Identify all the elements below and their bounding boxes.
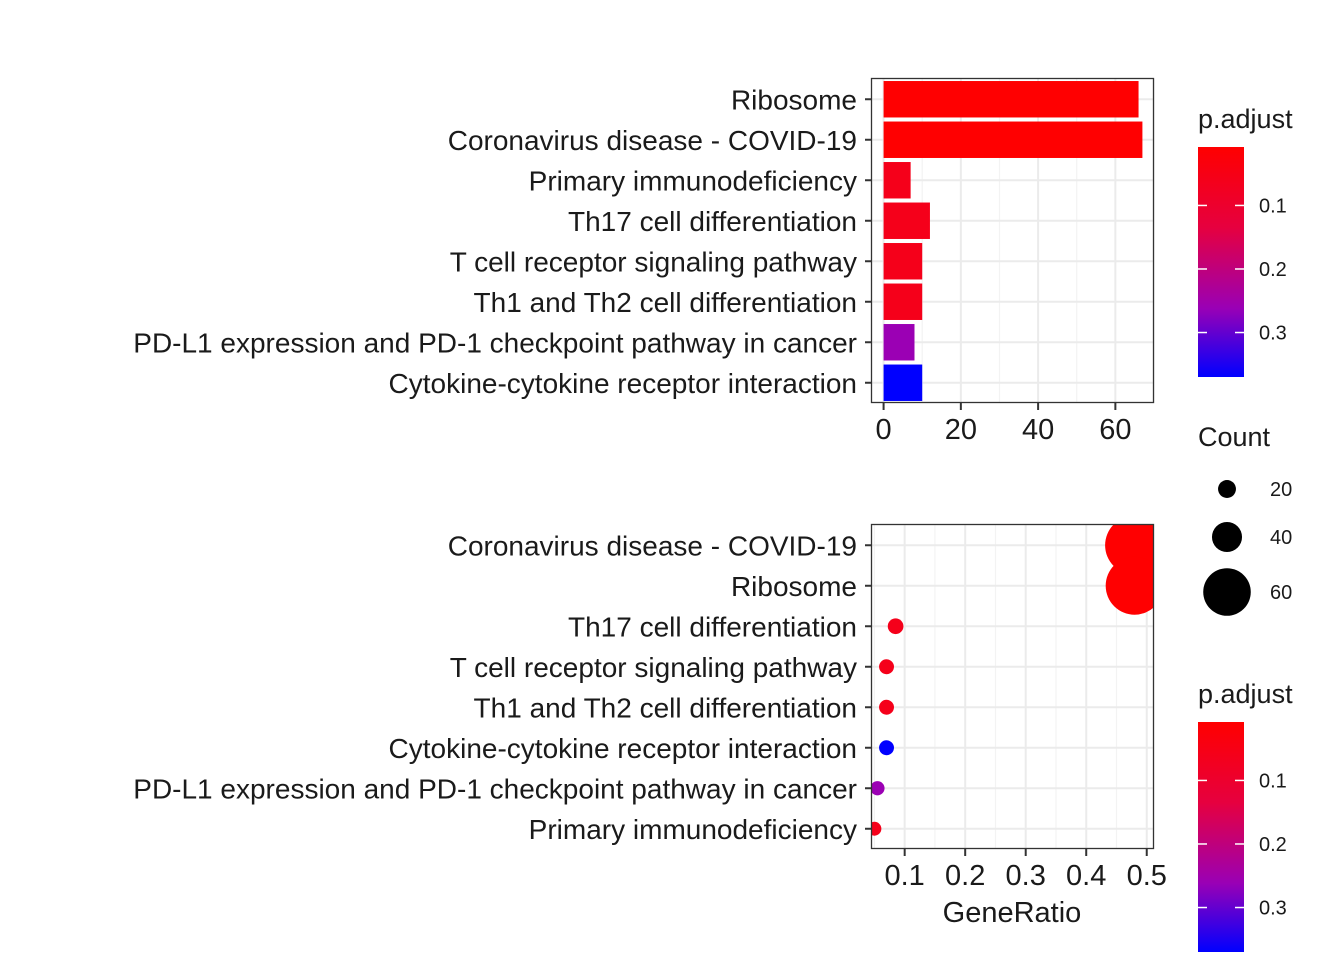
bar-marks <box>883 81 1143 401</box>
padjust-legend-bottom: p.adjust 0.1 0.2 0.3 <box>1198 679 1293 952</box>
dot-x-tick-label: 0.2 <box>945 860 985 892</box>
padjust-legend-title-bottom: p.adjust <box>1198 679 1293 709</box>
colorbar-tick-label: 0.3 <box>1259 898 1287 920</box>
colorbar-tick-label: 0.1 <box>1259 195 1287 217</box>
count-legend-dot <box>1211 521 1243 553</box>
dot-2 <box>887 618 904 635</box>
dot-x-ticks: 0.1 0.2 0.3 0.4 0.5 <box>885 849 1167 892</box>
dot-category-label: T cell receptor signaling pathway <box>450 652 857 683</box>
padjust-legend-ticks-bottom: 0.1 0.2 0.3 <box>1198 770 1287 920</box>
dot-chart: Coronavirus disease - COVID-19 Ribosome Th… <box>133 523 1167 929</box>
dot-category-labels: Coronavirus disease - COVID-19 Ribosome Th… <box>133 530 872 845</box>
dot-category-label: Primary immunodeficiency <box>529 814 857 845</box>
dot-4 <box>879 699 894 715</box>
bar-x-tick-label: 60 <box>1099 414 1131 446</box>
bar-5 <box>883 283 923 320</box>
bar-4 <box>883 243 923 280</box>
bar-category-label: Ribosome <box>731 84 857 115</box>
dot-6 <box>872 781 885 796</box>
dot-x-tick-label: 0.1 <box>885 860 925 892</box>
bar-category-label: Primary immunodeficiency <box>529 165 857 196</box>
padjust-colorbar-top <box>1198 147 1244 377</box>
bar-category-label: Th17 cell differentiation <box>568 206 857 237</box>
colorbar-tick-label: 0.3 <box>1259 323 1287 345</box>
bar-2 <box>883 162 911 199</box>
dot-category-label: Ribosome <box>731 571 857 602</box>
dot-5 <box>879 740 894 756</box>
dot-x-tick-label: 0.5 <box>1127 860 1167 892</box>
count-legend-items: 20 40 60 <box>1203 479 1292 616</box>
dot-category-label: PD-L1 expression and PD-1 checkpoint pat… <box>133 773 857 804</box>
bar-category-label: Cytokine-cytokine receptor interaction <box>389 368 857 399</box>
bar-category-labels: Ribosome Coronavirus disease - COVID-19 Pr… <box>133 84 872 399</box>
bar-category-label: Coronavirus disease - COVID-19 <box>448 125 857 156</box>
dot-category-label: Th1 and Th2 cell differentiation <box>474 692 857 723</box>
dot-1 <box>1105 556 1154 615</box>
dot-x-tick-label: 0.3 <box>1006 860 1046 892</box>
padjust-legend-top: p.adjust 0.1 0.2 0.3 <box>1198 104 1293 377</box>
dot-category-label: Cytokine-cytokine receptor interaction <box>389 733 857 764</box>
bar-x-tick-label: 0 <box>876 414 892 446</box>
dot-3 <box>879 659 894 675</box>
count-legend-label: 40 <box>1270 527 1292 549</box>
dot-7 <box>872 821 882 836</box>
bar-x-tick-label: 20 <box>945 414 977 446</box>
dot-panel-border <box>870 523 1155 850</box>
dot-x-tick-label: 0.4 <box>1066 860 1106 892</box>
count-legend-dot <box>1218 480 1236 498</box>
dot-x-axis-title: GeneRatio <box>943 897 1082 929</box>
colorbar-tick-label: 0.2 <box>1259 259 1287 281</box>
bar-1 <box>883 121 1143 158</box>
bar-x-ticks: 0 20 40 60 <box>876 403 1132 446</box>
colorbar-tick-label: 0.1 <box>1259 770 1287 792</box>
count-legend-dot <box>1203 568 1251 616</box>
dot-category-label: Th17 cell differentiation <box>568 611 857 642</box>
bar-category-label: T cell receptor signaling pathway <box>450 246 857 277</box>
bar-3 <box>883 202 930 239</box>
count-legend: Count 20 40 60 <box>1198 422 1292 616</box>
count-legend-label: 20 <box>1270 479 1292 501</box>
count-legend-title: Count <box>1198 422 1271 452</box>
colorbar-tick-label: 0.2 <box>1259 834 1287 856</box>
dot-marks <box>872 525 1154 836</box>
bar-chart: Ribosome Coronavirus disease - COVID-19 Pr… <box>133 77 1155 446</box>
bar-7 <box>883 364 923 401</box>
bar-panel-border <box>870 77 1155 404</box>
dot-category-label: Coronavirus disease - COVID-19 <box>448 530 857 561</box>
bar-6 <box>883 324 915 361</box>
padjust-legend-title-top: p.adjust <box>1198 104 1293 134</box>
count-legend-label: 60 <box>1270 582 1292 604</box>
padjust-colorbar-bottom <box>1198 722 1244 952</box>
bar-x-tick-label: 40 <box>1022 414 1054 446</box>
bar-0 <box>883 81 1139 118</box>
bar-category-label: PD-L1 expression and PD-1 checkpoint pat… <box>133 327 857 358</box>
bar-category-label: Th1 and Th2 cell differentiation <box>474 287 857 318</box>
padjust-legend-ticks-top: 0.1 0.2 0.3 <box>1198 195 1287 345</box>
